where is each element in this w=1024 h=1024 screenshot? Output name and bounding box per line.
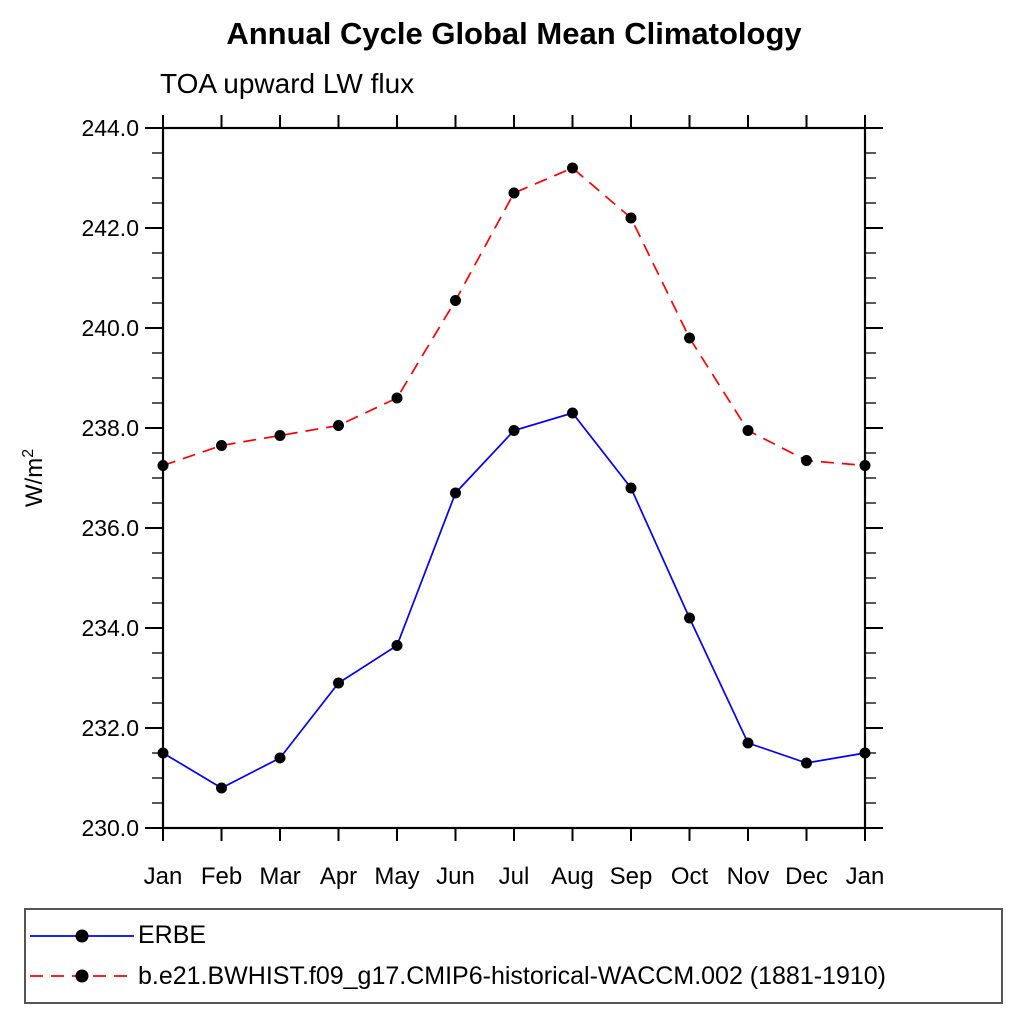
x-axis-tick-label: Jan [144, 863, 183, 890]
legend-marker-icon [75, 969, 89, 983]
y-axis-tick-label: 238.0 [81, 415, 139, 441]
x-axis-tick-label: Jan [846, 863, 885, 890]
data-point-marker [508, 425, 520, 436]
legend-item: ERBE [26, 921, 1001, 951]
data-point-marker [274, 752, 286, 764]
legend-marker-icon [75, 929, 89, 943]
data-point-marker [391, 392, 403, 404]
data-point-marker [742, 737, 754, 749]
x-axis-tick-label: Aug [551, 863, 594, 890]
data-point-marker [157, 460, 169, 471]
data-point-marker [625, 212, 637, 224]
legend-line-sample [30, 969, 134, 983]
data-point-marker [216, 782, 227, 794]
data-point-marker [684, 332, 695, 344]
data-point-marker [742, 425, 754, 436]
data-point-marker [567, 407, 578, 419]
y-axis-tick-label: 242.0 [81, 215, 139, 241]
y-axis-tick-label: 232.0 [81, 715, 139, 741]
legend-box: ERBE b.e21.BWHIST.f09_g17.CMIP6-historica… [24, 908, 1003, 1004]
data-point-marker [157, 747, 169, 759]
series-line [162, 412, 866, 789]
data-point-marker [801, 757, 812, 769]
y-axis-tick-label: 230.0 [81, 815, 139, 841]
data-point-marker [567, 162, 578, 174]
legend-line-sample [30, 929, 134, 943]
x-axis-tick-label: Oct [671, 863, 709, 890]
data-point-marker [274, 430, 286, 441]
data-point-marker [801, 455, 812, 466]
x-axis-tick-label: Jun [436, 863, 475, 890]
data-point-marker [333, 420, 344, 431]
data-point-marker [216, 440, 227, 451]
data-point-marker [859, 747, 871, 759]
x-axis-tick-label: Sep [610, 863, 653, 890]
chart-subtitle: TOA upward LW flux [160, 68, 415, 99]
data-point-marker [450, 487, 461, 499]
legend-item-label: b.e21.BWHIST.f09_g17.CMIP6-historical-WA… [138, 961, 886, 990]
y-axis-tick-label: 236.0 [81, 515, 139, 541]
legend-item: b.e21.BWHIST.f09_g17.CMIP6-historical-WA… [26, 961, 1001, 991]
chart-title: Annual Cycle Global Mean Climatology [226, 16, 802, 51]
legend-item-label: ERBE [138, 921, 207, 950]
x-axis-tick-label: Nov [727, 863, 770, 890]
y-axis-tick-label: 244.0 [81, 115, 139, 141]
data-point-marker [508, 187, 520, 199]
x-axis-tick-label: Jul [499, 863, 530, 890]
plot-frame [161, 126, 867, 830]
x-axis-tick-label: Dec [785, 863, 828, 890]
x-axis-tick-label: Apr [320, 863, 357, 890]
y-axis-tick-label: 240.0 [81, 315, 139, 341]
x-axis-tick-label: Feb [201, 863, 242, 890]
data-point-marker [391, 640, 403, 651]
data-point-marker [684, 612, 695, 624]
data-point-marker [333, 677, 344, 689]
data-point-marker [450, 295, 461, 306]
x-axis-tick-label: May [374, 863, 419, 890]
y-axis-tick-label: 234.0 [81, 615, 139, 641]
series-line [162, 167, 866, 467]
data-point-marker [625, 482, 637, 494]
x-axis-tick-label: Mar [259, 863, 300, 890]
data-point-marker [859, 460, 871, 471]
